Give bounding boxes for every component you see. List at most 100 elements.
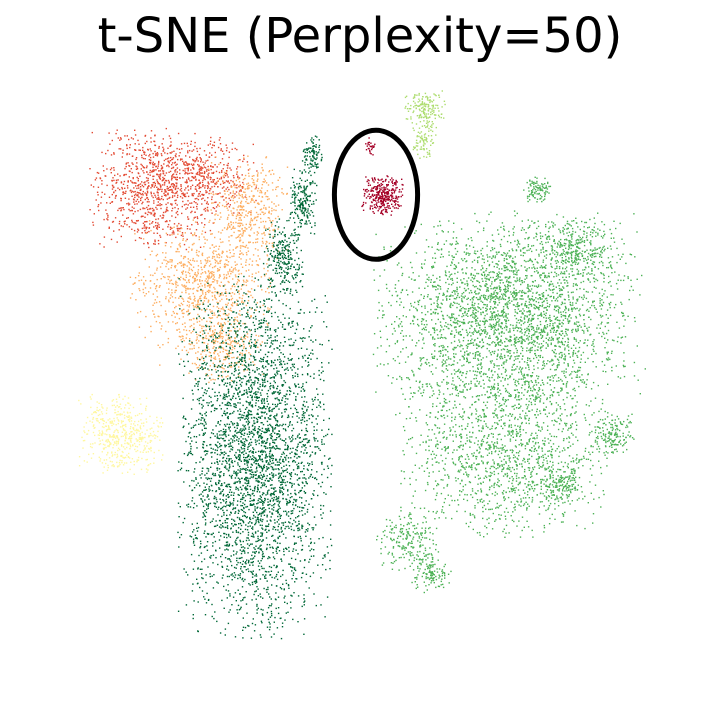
- data-point: [236, 209, 238, 211]
- data-point: [289, 474, 292, 476]
- data-point: [170, 184, 173, 186]
- data-point: [223, 285, 225, 287]
- data-point: [171, 188, 173, 191]
- data-point: [234, 196, 236, 198]
- data-point: [245, 244, 248, 247]
- data-point: [240, 272, 243, 275]
- data-point: [140, 168, 142, 170]
- data-point: [231, 573, 233, 575]
- data-point: [248, 202, 250, 205]
- data-point: [242, 531, 244, 533]
- data-point: [302, 357, 304, 359]
- data-point: [150, 325, 152, 328]
- data-point: [239, 247, 242, 249]
- data-point: [156, 267, 158, 269]
- data-point: [234, 454, 236, 456]
- data-point: [184, 189, 186, 191]
- data-point: [239, 297, 241, 299]
- data-point: [213, 281, 215, 283]
- data-point: [149, 287, 152, 289]
- data-point: [138, 172, 140, 175]
- data-point: [193, 233, 196, 236]
- data-point: [200, 397, 202, 399]
- data-point: [247, 547, 249, 549]
- data-point: [191, 523, 193, 525]
- data-point: [269, 308, 271, 310]
- data-point: [263, 213, 265, 216]
- data-point: [249, 497, 252, 500]
- data-point: [271, 392, 273, 394]
- data-point: [236, 194, 238, 197]
- data-point: [178, 148, 181, 150]
- data-point: [252, 162, 255, 164]
- data-point: [229, 309, 231, 311]
- data-point: [233, 302, 236, 304]
- data-point: [309, 575, 312, 578]
- data-point: [135, 185, 137, 187]
- data-point: [225, 170, 228, 172]
- data-point: [221, 187, 224, 189]
- data-point: [210, 168, 212, 171]
- data-point: [243, 216, 246, 218]
- data-point: [239, 379, 241, 382]
- data-point: [164, 220, 167, 223]
- data-point: [247, 568, 249, 570]
- data-point: [314, 452, 317, 454]
- data-point: [198, 236, 200, 238]
- data-point: [304, 337, 306, 339]
- data-point: [201, 356, 203, 358]
- data-point: [153, 209, 155, 211]
- data-point: [249, 291, 251, 293]
- data-point: [239, 354, 241, 356]
- data-point: [253, 448, 255, 451]
- data-point: [149, 162, 152, 165]
- data-point: [179, 195, 182, 198]
- data-point: [228, 611, 230, 613]
- data-point: [287, 322, 290, 324]
- data-point: [197, 195, 199, 197]
- data-point: [286, 288, 288, 290]
- data-point: [163, 159, 166, 162]
- data-point: [224, 433, 226, 435]
- data-point: [136, 198, 139, 201]
- data-point: [244, 552, 246, 554]
- data-point: [229, 402, 231, 405]
- data-point: [247, 184, 250, 187]
- data-point: [171, 232, 174, 234]
- data-point: [290, 457, 292, 459]
- data-point: [181, 312, 184, 314]
- data-point: [209, 330, 211, 332]
- data-point: [213, 144, 215, 147]
- data-point: [142, 166, 144, 168]
- data-point: [283, 369, 286, 371]
- data-point: [248, 570, 250, 573]
- data-point: [180, 276, 182, 278]
- data-point: [227, 590, 230, 592]
- data-point: [164, 189, 166, 191]
- data-point: [298, 433, 300, 435]
- data-point: [265, 227, 267, 230]
- data-point: [319, 449, 321, 451]
- data-point: [216, 182, 218, 184]
- data-point: [193, 287, 195, 290]
- data-point: [171, 296, 174, 298]
- data-point: [208, 284, 211, 286]
- data-point: [182, 277, 184, 280]
- data-point: [222, 526, 224, 528]
- data-point: [216, 177, 219, 179]
- data-point: [204, 238, 206, 240]
- data-point: [153, 215, 156, 217]
- data-point: [242, 178, 245, 181]
- data-point: [219, 488, 221, 490]
- data-point: [128, 226, 131, 228]
- data-point: [212, 166, 214, 168]
- data-point: [187, 200, 189, 202]
- data-point: [259, 213, 262, 215]
- data-point: [136, 194, 138, 197]
- data-point: [244, 323, 246, 325]
- data-point: [180, 234, 183, 237]
- data-point: [248, 470, 250, 472]
- data-point: [289, 307, 291, 310]
- data-point: [196, 217, 199, 220]
- data-point: [215, 156, 217, 158]
